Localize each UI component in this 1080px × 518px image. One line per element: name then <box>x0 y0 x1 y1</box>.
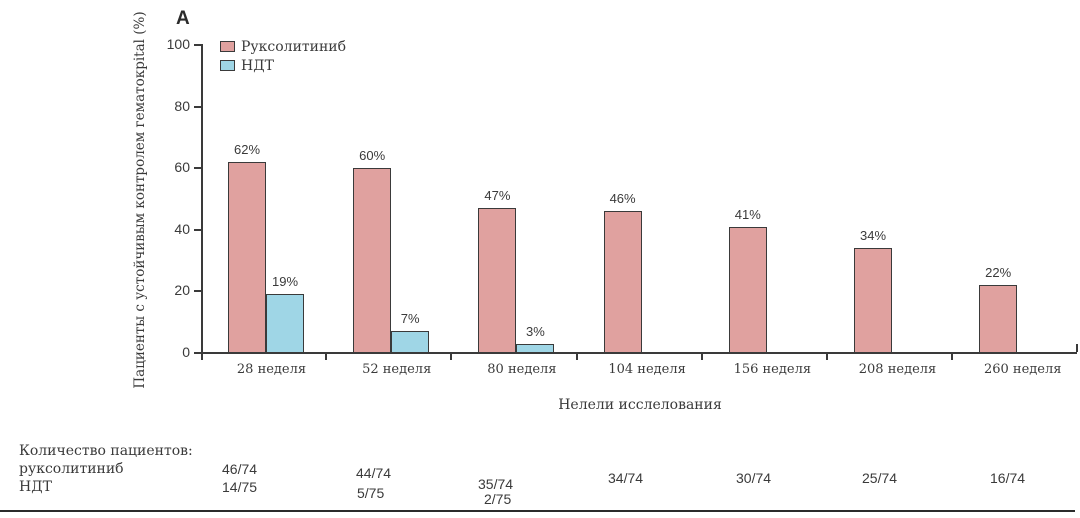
bar-value-label: 41% <box>734 206 761 222</box>
legend-swatch-ruxolitinib <box>220 41 235 52</box>
count-ruxolitinib: 34/74 <box>608 470 644 486</box>
bar-ruxolitinib <box>603 211 642 353</box>
bar-value-label: 34% <box>859 228 887 244</box>
legend-item-ndt: НДТ <box>220 56 346 75</box>
bar-value-label: 3% <box>525 323 545 339</box>
x-tick-mark <box>951 352 954 360</box>
bar-ruxolitinib <box>228 162 266 353</box>
bar-value-label: 62% <box>233 142 261 158</box>
x-tick-mark <box>1076 344 1079 352</box>
row-label-ndt: НДТ <box>19 479 52 495</box>
count-ndt: 2/75 <box>484 491 512 507</box>
x-category-label: 104 неделя <box>608 362 686 377</box>
count-ruxolitinib: 25/74 <box>862 470 898 486</box>
bar-value-label: 60% <box>359 148 386 164</box>
x-category-label: 208 неделя <box>858 362 937 377</box>
x-tick-mark <box>826 352 828 360</box>
x-axis-label: Нелели исслелования <box>558 397 722 413</box>
x-tick-mark <box>325 352 328 360</box>
x-category-label: 260 неделя <box>983 362 1062 377</box>
count-ndt: 5/75 <box>357 485 385 501</box>
count-ndt: 14/75 <box>222 479 258 495</box>
y-tick-mark <box>194 290 201 293</box>
bar-ruxolitinib <box>353 168 392 353</box>
count-ruxolitinib: 44/74 <box>356 465 392 481</box>
y-tick-label: 100 <box>166 36 190 52</box>
count-ruxolitinib: 35/74 <box>478 476 514 492</box>
bar-value-label: 19% <box>271 274 299 290</box>
y-tick-label: 80 <box>174 97 190 114</box>
x-category-label: 80 неделя <box>487 362 557 377</box>
y-tick-label: 0 <box>182 344 190 360</box>
bar-ndt <box>516 343 555 353</box>
x-category-label: 28 неделя <box>236 362 307 377</box>
bar-ruxolitinib <box>854 248 892 353</box>
x-tick-mark <box>700 352 703 360</box>
x-category-label: 156 неделя <box>733 362 812 377</box>
x-tick-mark <box>450 352 453 360</box>
y-tick-label: 20 <box>174 282 190 299</box>
bottom-divider <box>0 510 1075 512</box>
row-label-ruxolitinib: руксолитиниб <box>19 461 124 477</box>
legend-label: Руксолитиниб <box>241 38 347 55</box>
x-axis-line <box>201 352 1077 354</box>
legend-label: НДТ <box>241 57 274 74</box>
bar-value-label: 46% <box>609 191 636 207</box>
count-ruxolitinib: 30/74 <box>736 470 772 486</box>
y-axis-line <box>201 44 203 360</box>
y-tick-mark <box>194 105 201 108</box>
count-ruxolitinib: 16/74 <box>990 470 1026 486</box>
y-tick-label: 40 <box>174 220 190 237</box>
y-tick-mark <box>194 44 201 46</box>
y-tick-mark <box>194 352 201 354</box>
bar-ruxolitinib <box>979 285 1018 353</box>
y-tick-mark <box>194 228 201 231</box>
count-ruxolitinib: 46/74 <box>222 461 258 477</box>
bar-value-label: 7% <box>400 311 420 327</box>
legend-item-ruxolitinib: Руксолитиниб <box>220 37 346 56</box>
y-tick-mark <box>194 167 201 170</box>
y-tick-label: 60 <box>174 159 190 176</box>
bar-ndt <box>391 331 430 353</box>
bar-ruxolitinib <box>728 226 767 353</box>
bar-ndt <box>266 294 304 353</box>
x-tick-mark <box>575 352 578 360</box>
legend: Руксолитиниб НДТ <box>220 37 346 75</box>
x-category-label: 52 неделя <box>362 362 432 377</box>
bar-value-label: 47% <box>484 188 511 204</box>
legend-swatch-ndt <box>220 60 235 71</box>
y-axis-label: Пациенты с устойчивым контролем гематокр… <box>132 11 148 389</box>
bar-value-label: 22% <box>985 265 1012 281</box>
bar-ruxolitinib <box>478 208 517 353</box>
panel-label: A <box>176 8 190 29</box>
patient-counts-title: Количество пациентов: <box>19 443 193 459</box>
